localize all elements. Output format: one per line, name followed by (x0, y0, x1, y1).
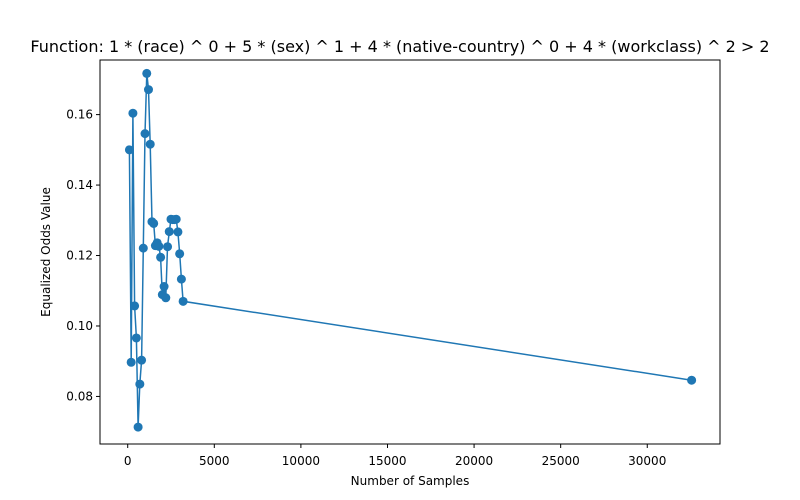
x-tick-label: 20000 (455, 454, 493, 468)
data-point (178, 296, 188, 306)
x-tick-label: 15000 (368, 454, 406, 468)
series-line (128, 73, 692, 428)
data-point (142, 68, 152, 78)
y-axis-label: Equalized Odds Value (39, 187, 53, 317)
data-point (159, 282, 169, 292)
data-point (138, 243, 148, 253)
data-point (143, 85, 153, 95)
data-point (128, 108, 138, 118)
x-tick-label: 5000 (199, 454, 230, 468)
x-axis-label: Number of Samples (351, 474, 470, 488)
data-point (131, 333, 141, 343)
y-tick-label: 0.08 (66, 389, 93, 403)
y-tick-label: 0.14 (66, 178, 93, 192)
data-point (124, 145, 134, 155)
data-point (140, 129, 150, 139)
y-axis-ticks: 0.08 0.10 0.12 0.14 0.16 (66, 108, 100, 403)
data-point (135, 379, 145, 389)
data-point (175, 249, 185, 259)
plot-area (99, 59, 721, 445)
x-axis-ticks: 0 5000 10000 15000 20000 25000 30000 (124, 444, 666, 468)
data-point (126, 357, 136, 367)
data-point (149, 218, 159, 228)
x-tick-label: 10000 (282, 454, 320, 468)
x-tick-label: 30000 (628, 454, 666, 468)
data-point (176, 274, 186, 284)
data-points (124, 68, 697, 432)
y-tick-label: 0.12 (66, 249, 93, 263)
data-point (156, 252, 166, 262)
x-tick-label: 25000 (542, 454, 580, 468)
data-point (173, 227, 183, 237)
y-tick-label: 0.10 (66, 319, 93, 333)
data-point (137, 355, 147, 365)
data-point (171, 214, 181, 224)
data-point (161, 293, 171, 303)
data-point (164, 227, 174, 237)
data-point (163, 242, 173, 252)
data-point (145, 139, 155, 149)
y-tick-label: 0.16 (66, 108, 93, 122)
data-point (154, 241, 164, 251)
data-point (133, 422, 143, 432)
data-point (687, 375, 697, 385)
data-point (130, 301, 140, 311)
chart-title: Function: 1 * (race) ^ 0 + 5 * (sex) ^ 1… (30, 37, 769, 56)
x-tick-label: 0 (124, 454, 132, 468)
